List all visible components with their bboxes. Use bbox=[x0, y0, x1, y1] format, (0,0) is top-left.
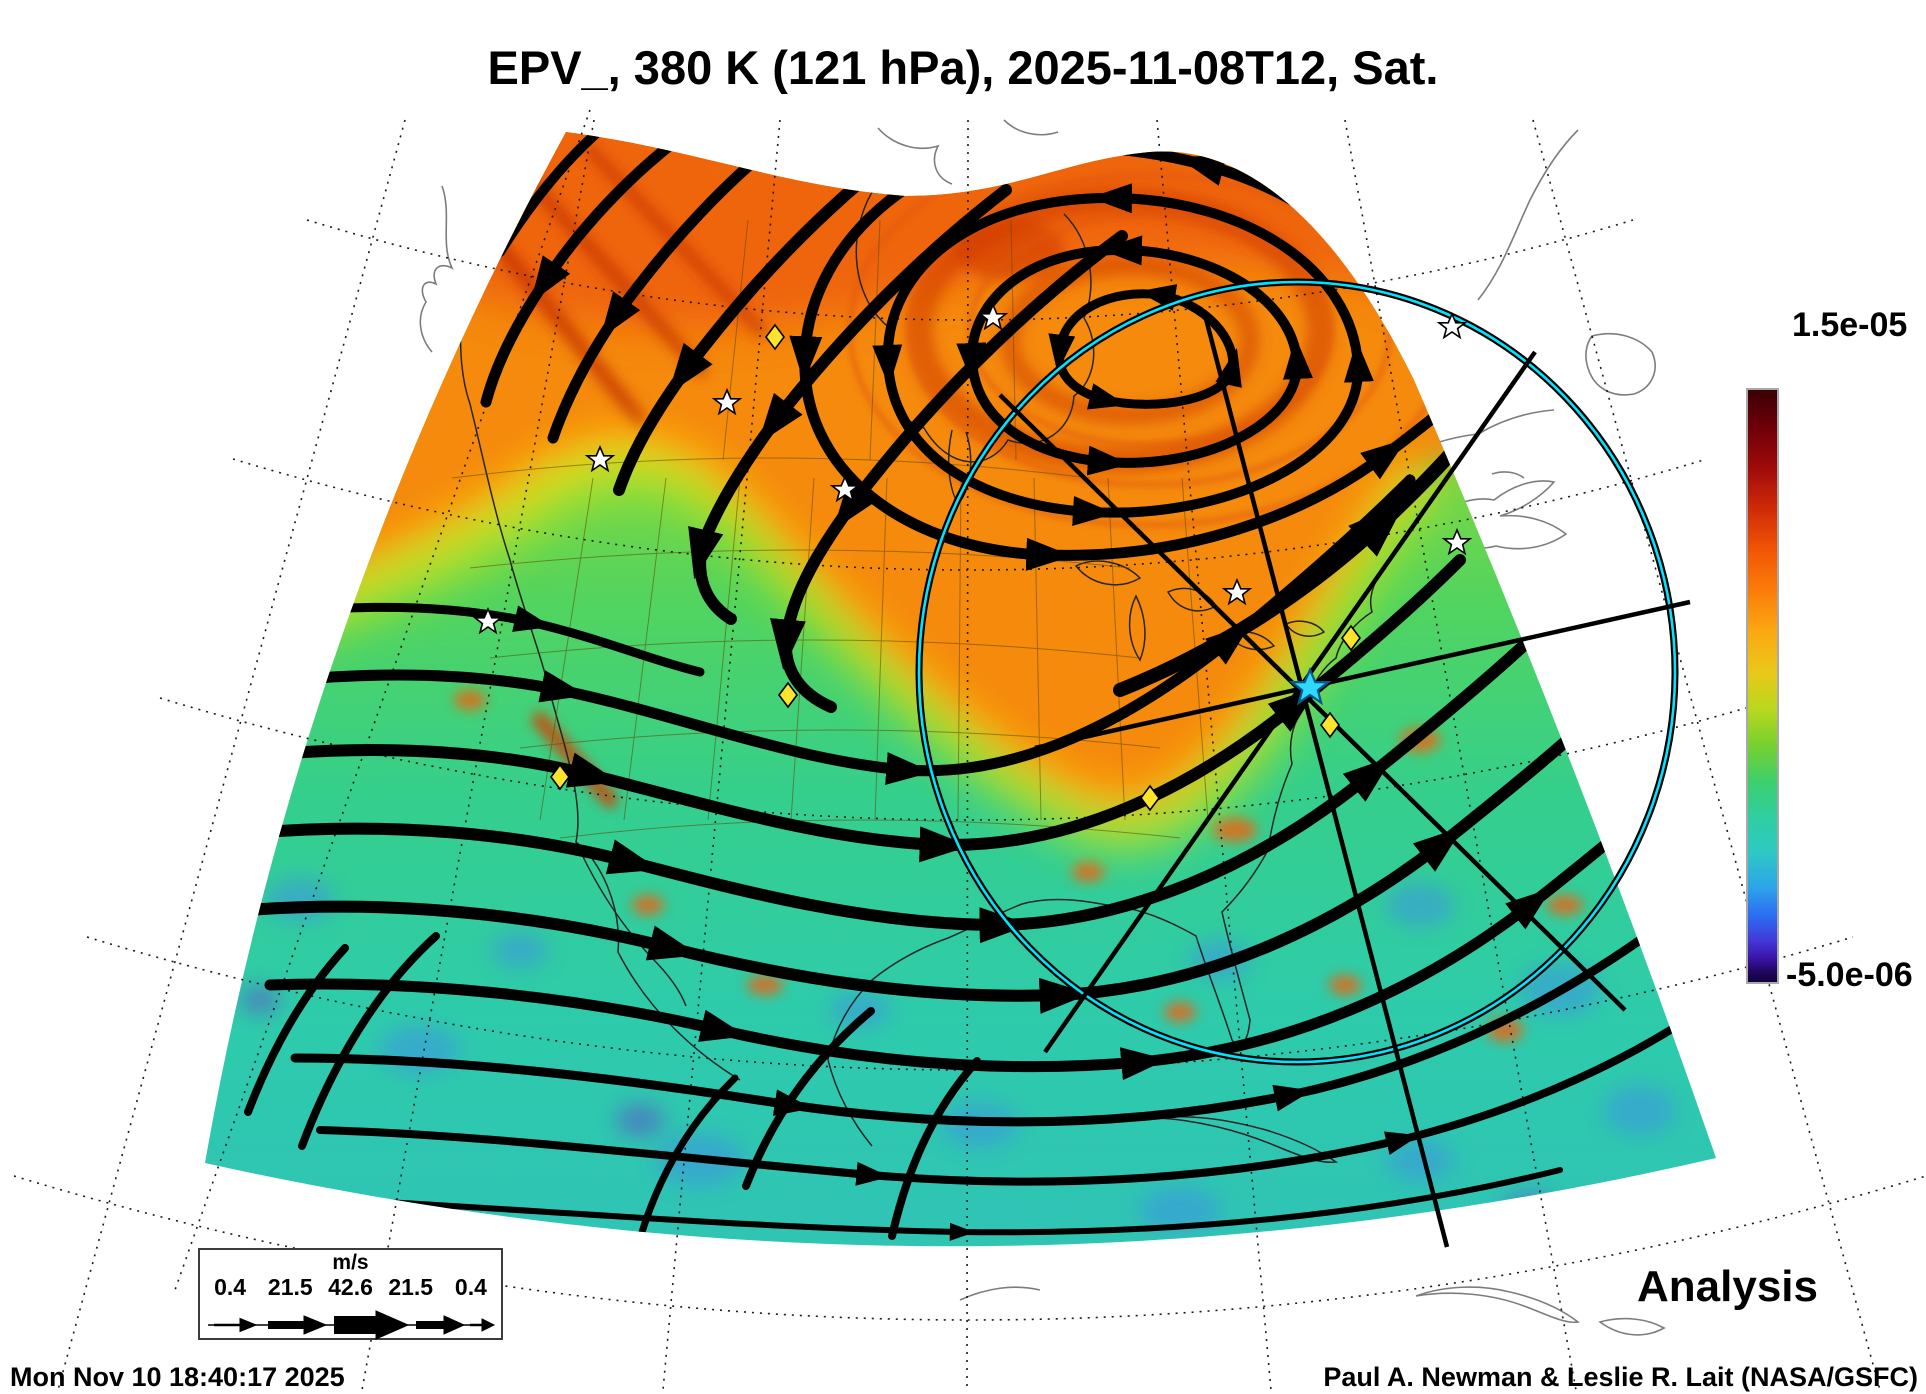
epv-field bbox=[205, 132, 1716, 1247]
credit-line: Paul A. Newman & Leslie R. Lait (NASA/GS… bbox=[1323, 1362, 1918, 1392]
cross-section-line bbox=[1202, 314, 1450, 1248]
generated-timestamp: Mon Nov 10 18:40:17 2025 bbox=[10, 1362, 345, 1392]
cross-section-lines bbox=[998, 314, 1691, 1248]
wind-legend-values: 0.4 21.5 42.6 21.5 0.4 bbox=[200, 1274, 501, 1301]
wind-legend-value: 42.6 bbox=[328, 1274, 373, 1300]
wind-legend-value: 0.4 bbox=[214, 1274, 247, 1300]
wind-legend-arrows bbox=[208, 1310, 496, 1340]
wind-legend-value: 21.5 bbox=[388, 1274, 434, 1300]
wind-speed-legend: m/s 0.4 21.5 42.6 21.5 0.4 bbox=[198, 1248, 503, 1340]
wind-legend-value: 0.4 bbox=[454, 1274, 487, 1300]
wind-legend-unit: m/s bbox=[332, 1251, 369, 1274]
colorbar-min-label: -5.0e-06 bbox=[1786, 956, 1913, 994]
page-title: EPV_, 380 K (121 hPa), 2025-11-08T12, Sa… bbox=[487, 41, 1439, 94]
cross-section-line bbox=[1043, 350, 1537, 1054]
cross-section-line bbox=[1034, 599, 1691, 751]
wind-legend-value: 21.5 bbox=[267, 1274, 313, 1300]
colorbar bbox=[1746, 388, 1779, 984]
analysis-label: Analysis bbox=[1637, 1262, 1818, 1311]
cross-section-line bbox=[998, 393, 1627, 1012]
range-ring bbox=[915, 278, 1679, 1066]
colorbar-max-label: 1.5e-05 bbox=[1792, 306, 1908, 344]
